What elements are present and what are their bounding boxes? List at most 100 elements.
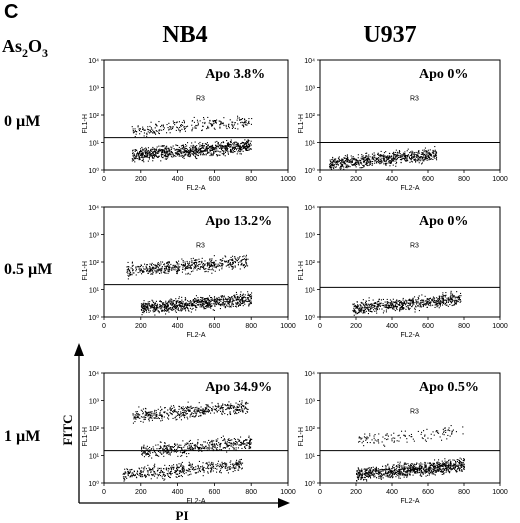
data-point [207, 264, 209, 266]
data-point [210, 301, 212, 303]
data-point [222, 410, 224, 412]
data-point [141, 311, 143, 313]
data-point [427, 298, 429, 300]
data-point [234, 413, 236, 415]
data-point [191, 303, 193, 305]
data-point [201, 445, 203, 447]
data-point [201, 154, 203, 156]
data-point [246, 147, 248, 149]
data-point [197, 448, 199, 450]
data-point [372, 306, 374, 308]
data-point [178, 405, 180, 407]
data-point [368, 154, 370, 156]
data-point [152, 148, 154, 150]
data-point [179, 149, 181, 151]
data-point [414, 309, 416, 311]
data-point [247, 402, 249, 404]
data-point [386, 298, 388, 300]
data-point [172, 301, 174, 303]
data-point [149, 263, 151, 265]
data-point [243, 302, 245, 304]
data-point [244, 303, 246, 305]
data-point [150, 413, 152, 415]
data-point [190, 445, 192, 447]
data-point [203, 154, 205, 156]
data-point [222, 122, 224, 124]
data-point [245, 142, 247, 144]
data-point [187, 442, 189, 444]
data-point [222, 301, 224, 303]
data-point [432, 149, 434, 151]
data-point [142, 159, 144, 161]
data-point [355, 166, 357, 168]
data-point [396, 158, 398, 160]
data-point [134, 157, 136, 159]
data-point [233, 151, 235, 153]
data-point [132, 265, 134, 267]
data-point [417, 154, 419, 156]
data-point [198, 302, 200, 304]
data-point [211, 145, 213, 147]
data-point [171, 147, 173, 149]
data-point [145, 448, 147, 450]
data-point [424, 159, 426, 161]
data-point [152, 267, 154, 269]
data-point [219, 259, 221, 261]
data-point [191, 407, 193, 409]
data-point [131, 126, 133, 128]
data-point [407, 160, 409, 162]
data-point [386, 301, 388, 303]
data-point [220, 122, 222, 124]
data-point [397, 300, 399, 302]
data-point [180, 301, 182, 303]
data-point [131, 262, 133, 264]
data-point [131, 468, 133, 470]
data-point [424, 295, 426, 297]
data-point [178, 152, 180, 154]
data-point [240, 260, 242, 262]
data-point [184, 411, 186, 413]
data-point [210, 265, 212, 267]
data-point [361, 307, 363, 309]
data-point [152, 309, 154, 311]
data-point [387, 159, 389, 161]
data-point [374, 162, 376, 164]
data-point [194, 448, 196, 450]
data-point [158, 414, 160, 416]
data-point [455, 301, 457, 303]
data-point [401, 154, 403, 156]
data-point [227, 406, 229, 408]
data-point [182, 148, 184, 150]
data-point [387, 155, 389, 157]
data-point [329, 164, 331, 166]
data-point [215, 144, 217, 146]
data-point [185, 305, 187, 307]
data-point [344, 162, 346, 164]
data-point [225, 298, 227, 300]
data-point [160, 475, 162, 477]
data-point [213, 152, 215, 154]
data-point [183, 151, 185, 153]
data-point [238, 410, 240, 412]
data-point [234, 151, 236, 153]
data-point [219, 308, 221, 310]
data-point [172, 264, 174, 266]
data-point [217, 438, 219, 440]
data-point [205, 408, 207, 410]
data-point [195, 413, 197, 415]
data-point [160, 452, 162, 454]
data-point [400, 306, 402, 308]
data-point [203, 266, 205, 268]
data-point [189, 406, 191, 408]
data-point [248, 447, 250, 449]
data-point [215, 443, 217, 445]
data-point [155, 123, 157, 125]
data-point [220, 146, 222, 148]
data-point [130, 475, 132, 477]
data-point [331, 163, 333, 165]
data-point [127, 278, 129, 280]
data-point [159, 410, 161, 412]
data-point [168, 475, 170, 477]
data-point [140, 265, 142, 267]
